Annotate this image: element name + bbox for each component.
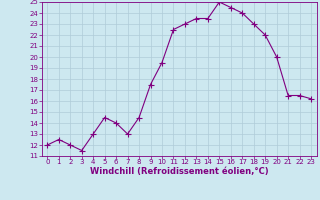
X-axis label: Windchill (Refroidissement éolien,°C): Windchill (Refroidissement éolien,°C) bbox=[90, 167, 268, 176]
